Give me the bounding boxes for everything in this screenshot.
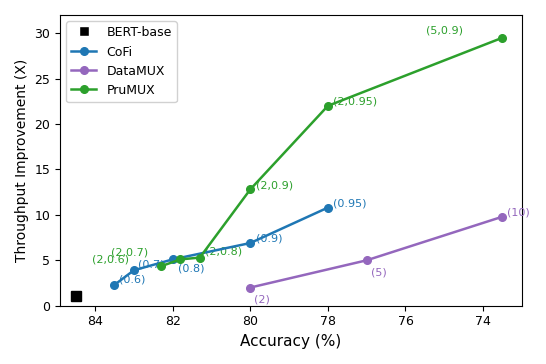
- DataMUX: [247, 285, 253, 290]
- Text: (2,0.95): (2,0.95): [334, 96, 377, 106]
- Text: (5,0.9): (5,0.9): [426, 25, 463, 36]
- Text: (0.95): (0.95): [334, 198, 367, 208]
- PruMUX: [499, 36, 506, 40]
- Text: (2,0.7): (2,0.7): [111, 247, 148, 257]
- Text: (2,0.6): (2,0.6): [92, 254, 129, 264]
- CoFi: [130, 268, 137, 273]
- Y-axis label: Throughput Improvement (X): Throughput Improvement (X): [15, 59, 29, 262]
- Text: (5): (5): [371, 268, 387, 278]
- Line: CoFi: CoFi: [111, 204, 331, 289]
- PruMUX: [197, 256, 203, 260]
- CoFi: [111, 282, 118, 287]
- Text: (10): (10): [507, 207, 530, 217]
- CoFi: [324, 205, 331, 210]
- PruMUX: [158, 264, 164, 268]
- CoFi: [169, 257, 176, 262]
- DataMUX: [499, 214, 506, 219]
- Text: (2,0.8): (2,0.8): [205, 247, 242, 257]
- Line: DataMUX: DataMUX: [246, 213, 506, 291]
- X-axis label: Accuracy (%): Accuracy (%): [240, 334, 342, 349]
- Text: (0.9): (0.9): [256, 234, 282, 244]
- DataMUX: [364, 258, 370, 262]
- Text: (2): (2): [254, 295, 270, 305]
- Text: (0.6): (0.6): [118, 274, 145, 284]
- PruMUX: [247, 187, 253, 191]
- PruMUX: [324, 104, 331, 108]
- Text: (2,0.9): (2,0.9): [256, 180, 293, 190]
- CoFi: [247, 241, 253, 245]
- PruMUX: [177, 257, 183, 262]
- Text: (0.8): (0.8): [178, 264, 205, 274]
- Legend: BERT-base, CoFi, DataMUX, PruMUX: BERT-base, CoFi, DataMUX, PruMUX: [67, 21, 177, 102]
- Line: PruMUX: PruMUX: [157, 34, 506, 270]
- Text: (0.7): (0.7): [138, 260, 164, 269]
